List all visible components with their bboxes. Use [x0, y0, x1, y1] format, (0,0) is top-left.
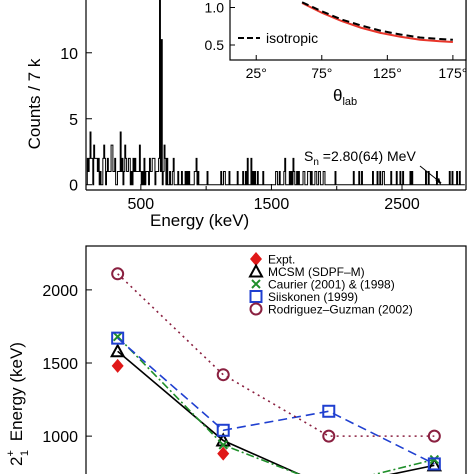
bottom-energy-panel: 1000 1500 2000 Expt.MCSM (SDPF–M)Caurier (2…	[5, 245, 467, 474]
inset-legend-label: isotropic	[266, 30, 318, 46]
legend-label-2: Caurier (2001) & (1998)	[268, 278, 395, 292]
legend-label-4: Rodriguez–Guzman (2002)	[268, 303, 413, 317]
series-point-expt	[111, 358, 124, 373]
legend-marker-0	[250, 252, 262, 266]
annotation-arrow-head	[435, 178, 442, 185]
inset-x-axis-label: θlab	[333, 86, 357, 108]
top-y-tick-label: 0	[69, 178, 78, 195]
series-line-rodriguez	[117, 273, 435, 437]
series-point-siiskonen	[427, 457, 441, 471]
inset-isotropic-curve	[301, 1, 453, 41]
inset-x-tick-label: 25°	[246, 65, 267, 81]
series-point-rodriguez	[111, 267, 125, 281]
series-line-mcsm	[117, 350, 435, 474]
top-y-axis-label: Counts / 7 k	[25, 58, 44, 149]
series-line-caurier	[117, 336, 435, 474]
top-x-tick-label: 2500	[384, 196, 420, 213]
series-point-rodriguez	[322, 429, 336, 443]
inset-y-tick-label: 1.0	[205, 0, 225, 16]
series-point-mcsm	[109, 343, 126, 358]
bottom-y-axis-label: 2+ 1 Energy (keV)	[5, 342, 31, 466]
series-point-caurier	[218, 440, 228, 450]
series-point-siiskonen	[216, 423, 230, 437]
series-point-caurier	[112, 331, 123, 342]
legend-label-3: Siiskonen (1999)	[268, 290, 358, 304]
top-x-tick-label: 1500	[254, 196, 290, 213]
series-line-siiskonen	[117, 337, 435, 465]
legend-marker-4	[249, 302, 263, 316]
bottom-y-tick-label: 1000	[42, 429, 78, 446]
bottom-y-tick-label: 1500	[42, 356, 78, 373]
bottom-y-tick-label: 2000	[42, 283, 78, 300]
top-histogram-panel: 500 1500 2500 0 5 10 Energy (keV) Counts / 7 k S…	[25, 0, 467, 230]
series-point-caurier	[429, 454, 440, 465]
series-point-rodriguez	[216, 368, 230, 382]
separation-energy-annotation: Sn =2.80(64) MeV	[304, 148, 416, 168]
inset-x-tick-label: 175°	[438, 65, 467, 81]
top-y-tick-label: 10	[60, 46, 78, 63]
legend-label-1: MCSM (SDPF–M)	[268, 265, 365, 279]
top-x-axis-label: Energy (keV)	[150, 211, 249, 230]
legend-marker-1	[248, 263, 264, 278]
inset-fit-curve	[301, 2, 453, 43]
series-point-siiskonen	[322, 404, 336, 418]
histogram-spectrum	[86, 0, 465, 186]
inset-y-tick-label: 0.5	[205, 37, 225, 53]
top-x-tick-label: 500	[127, 196, 154, 213]
series-point-siiskonen	[111, 331, 125, 345]
inset-x-tick-label: 75°	[311, 65, 332, 81]
series-point-expt	[217, 446, 230, 461]
series-point-rodriguez	[427, 429, 441, 443]
legend-marker-3	[249, 290, 263, 303]
inset-x-tick-label: 125°	[373, 65, 402, 81]
legend-label-0: Expt.	[268, 253, 295, 267]
inset-angular-panel: 25° 75° 125° 175° 0.5 1.0 isotropic θlab	[205, 0, 467, 108]
legend-marker-2	[251, 279, 261, 289]
inset-frame	[229, 0, 467, 61]
top-y-tick-label: 5	[69, 112, 78, 129]
